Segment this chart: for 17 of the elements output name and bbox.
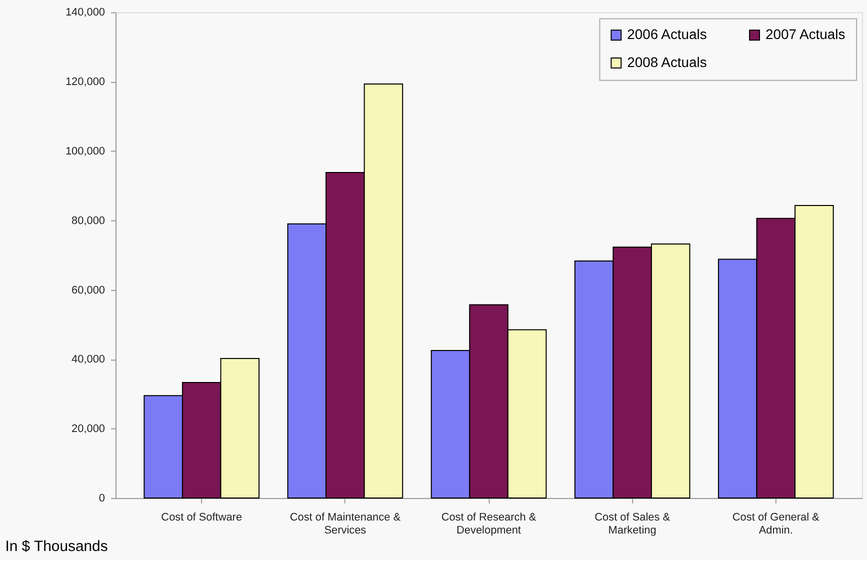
y-tick-label: 100,000: [65, 146, 106, 158]
y-tick-label: 20,000: [72, 423, 106, 436]
x-tick-label: Cost of Research & Development: [441, 511, 537, 536]
text: In $ Thousands: [5, 538, 108, 555]
x-tick-label: Cost of Software: [161, 511, 242, 524]
y-tick-label: 40,000: [72, 354, 106, 366]
y-tick-label: 80,000: [72, 214, 106, 227]
x-tick-label: Cost of Maintenance & Services: [290, 511, 402, 536]
legend-label: 2008 Actuals: [627, 54, 707, 70]
y-tick-label: 140,000: [65, 6, 106, 19]
y-tick-label: 120,000: [65, 76, 106, 88]
x-tick-label: Cost of Sales & Marketing: [594, 511, 671, 536]
y-tick-label: 0: [98, 492, 106, 504]
x-tick-label: Cost of General & Admin.: [732, 511, 820, 536]
legend-label: 2006 Actuals: [627, 26, 707, 42]
legend-label: 2007 Actuals: [765, 26, 846, 42]
y-tick-label: 60,000: [72, 284, 106, 296]
